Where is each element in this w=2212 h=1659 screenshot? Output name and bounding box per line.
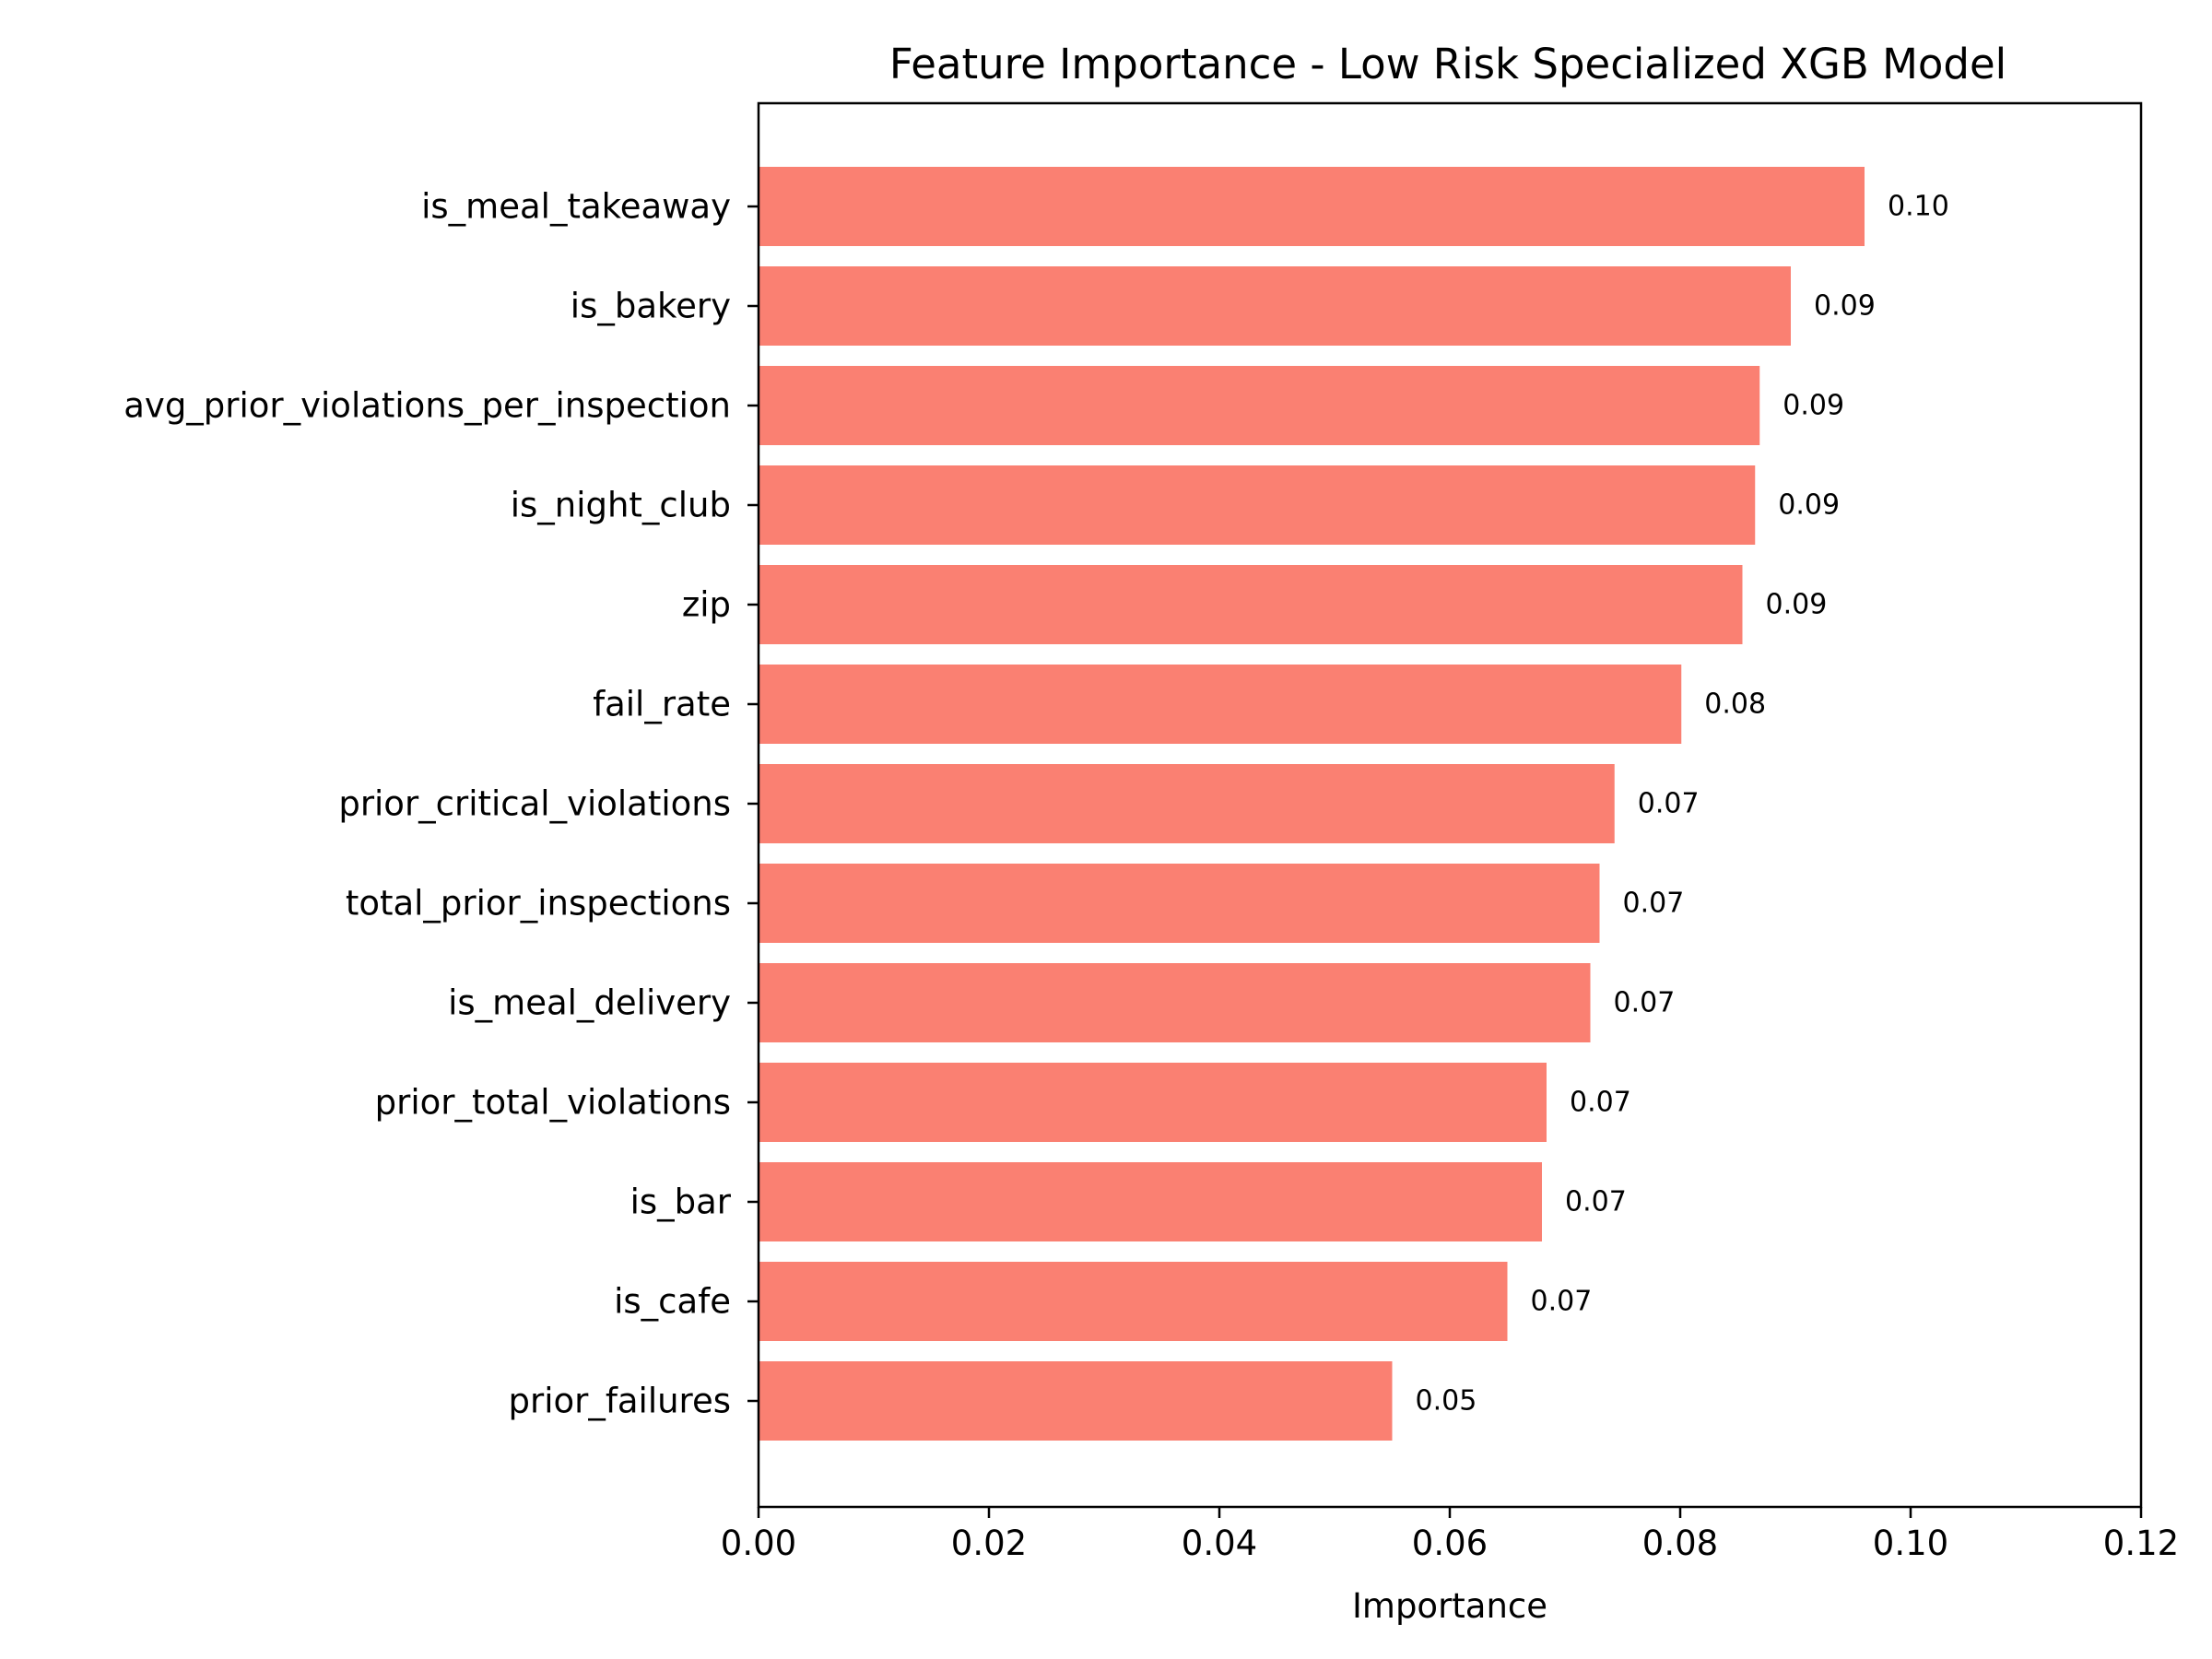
- bars-layer: [759, 167, 1865, 1441]
- chart-title: Feature Importance - Low Risk Specialize…: [889, 40, 2006, 88]
- x-tick-label: 0.08: [1642, 1524, 1718, 1563]
- bar-is_bakery: [759, 266, 1791, 346]
- x-tick-label: 0.12: [2103, 1524, 2179, 1563]
- bar-is_meal_delivery: [759, 963, 1591, 1042]
- plot-frame: [757, 101, 2143, 1509]
- bar-prior_critical_violations: [759, 764, 1615, 843]
- y-tick-label: fail_rate: [593, 685, 731, 724]
- data-label-is_night_club: 0.09: [1778, 489, 1840, 522]
- bar-is_night_club: [759, 465, 1756, 545]
- y-tick-label: is_cafe: [614, 1282, 731, 1322]
- bar-total_prior_inspections: [759, 864, 1600, 943]
- data-label-zip: 0.09: [1766, 589, 1828, 621]
- y-tick-label: prior_critical_violations: [338, 784, 731, 824]
- data-label-prior_critical_violations: 0.07: [1638, 788, 1700, 820]
- y-tick-label: total_prior_inspections: [346, 884, 731, 924]
- data-label-is_meal_takeaway: 0.10: [1888, 191, 1949, 223]
- bar-fail_rate: [759, 665, 1682, 744]
- y-tick-label: is_night_club: [511, 486, 731, 525]
- bar-is_cafe: [759, 1262, 1508, 1341]
- bar-is_meal_takeaway: [759, 167, 1865, 246]
- y-axis: is_meal_takeaway is_bakery avg_prior_viola…: [124, 187, 759, 1421]
- x-tick-label: 0.04: [1182, 1524, 1257, 1563]
- bar-avg_prior_violations_per_inspection: [759, 366, 1760, 445]
- bar-zip: [759, 565, 1743, 644]
- data-label-is_bakery: 0.09: [1814, 290, 1876, 323]
- bar-prior_total_violations: [759, 1063, 1547, 1142]
- y-tick-label: is_meal_takeaway: [421, 187, 731, 227]
- x-tick-label: 0.00: [721, 1524, 796, 1563]
- data-label-is_meal_delivery: 0.07: [1614, 987, 1676, 1019]
- bar-is_bar: [759, 1162, 1542, 1241]
- y-tick-label: zip: [682, 585, 731, 625]
- y-tick-label: is_meal_delivery: [448, 983, 731, 1023]
- data-label-total_prior_inspections: 0.07: [1623, 888, 1685, 920]
- y-tick-label: avg_prior_violations_per_inspection: [124, 386, 731, 426]
- data-label-is_bar: 0.07: [1565, 1186, 1627, 1218]
- data-label-fail_rate: 0.08: [1704, 688, 1766, 721]
- data-label-prior_failures: 0.05: [1416, 1385, 1477, 1418]
- data-label-prior_total_violations: 0.07: [1570, 1087, 1631, 1119]
- x-axis: 0.00 0.02 0.04 0.06 0.08 0.10 0.12: [721, 1507, 2179, 1563]
- x-tick-label: 0.06: [1412, 1524, 1488, 1563]
- bar-prior_failures: [759, 1361, 1393, 1441]
- y-tick-label: prior_failures: [509, 1382, 731, 1421]
- data-label-avg_prior_violations_per_inspection: 0.09: [1783, 390, 1844, 422]
- x-tick-label: 0.02: [951, 1524, 1027, 1563]
- data-labels-layer: 0.10 0.09 0.09 0.09 0.09 0.08 0.07 0.07 0.07 0.07…: [1416, 191, 1949, 1418]
- data-label-is_cafe: 0.07: [1531, 1286, 1593, 1318]
- x-axis-label: Importance: [1352, 1586, 1547, 1626]
- y-tick-label: is_bar: [630, 1182, 732, 1222]
- y-tick-label: is_bakery: [571, 287, 731, 326]
- y-tick-label: prior_total_violations: [375, 1083, 731, 1123]
- x-tick-label: 0.10: [1873, 1524, 1948, 1563]
